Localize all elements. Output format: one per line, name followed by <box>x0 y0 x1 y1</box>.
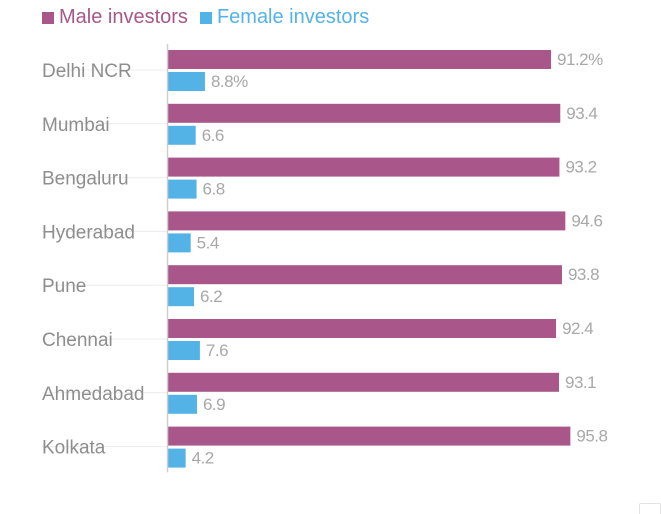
male-value-label-ahmedabad: 93.1 <box>565 373 596 392</box>
female-bar-hyderabad <box>168 233 191 253</box>
male-bar-delhi-ncr <box>168 50 552 69</box>
female-bar-bengaluru <box>168 179 197 199</box>
female-bar-kolkata <box>168 448 186 468</box>
legend-swatch-male <box>42 11 54 24</box>
chart-legend: Male investors Female investors <box>42 6 381 29</box>
male-value-label-hyderabad: 94.6 <box>571 211 602 230</box>
male-value-label-bengaluru: 93.2 <box>565 158 596 177</box>
male-bar-hyderabad <box>168 211 566 231</box>
female-value-label-delhi-ncr: 8.8% <box>211 72 248 91</box>
male-bar-bengaluru <box>168 157 560 177</box>
female-value-label-ahmedabad: 6.9 <box>203 395 225 414</box>
female-bar-mumbai <box>168 125 196 145</box>
legend-item-male: Male investors <box>42 6 188 29</box>
category-label-kolkata: Kolkata <box>42 438 106 459</box>
legend-item-female: Female investors <box>199 6 370 29</box>
female-value-label-mumbai: 6.6 <box>202 126 224 145</box>
male-value-label-delhi-ncr: 91.2% <box>557 50 603 69</box>
female-bar-delhi-ncr <box>168 72 205 91</box>
category-label-ahmedabad: Ahmedabad <box>42 384 144 405</box>
footer-corner-badge <box>639 503 661 514</box>
legend-label-male: Male investors <box>59 6 188 28</box>
category-label-bengaluru: Bengaluru <box>42 169 129 190</box>
male-value-label-kolkata: 95.8 <box>576 427 607 446</box>
male-bar-chennai <box>168 319 557 338</box>
category-label-chennai: Chennai <box>42 330 113 351</box>
category-label-mumbai: Mumbai <box>42 115 110 136</box>
male-bar-pune <box>168 265 562 285</box>
category-label-delhi-ncr: Delhi NCR <box>42 61 132 82</box>
female-bar-pune <box>168 287 195 307</box>
male-bar-ahmedabad <box>168 372 560 392</box>
legend-swatch-female <box>199 11 212 24</box>
female-value-label-chennai: 7.6 <box>206 341 228 360</box>
male-value-label-pune: 93.8 <box>568 265 599 284</box>
female-value-label-kolkata: 4.2 <box>192 449 214 468</box>
female-bar-ahmedabad <box>168 394 197 414</box>
category-label-hyderabad: Hyderabad <box>42 222 135 243</box>
male-bar-mumbai <box>168 103 561 123</box>
female-bar-chennai <box>168 341 200 360</box>
female-value-label-hyderabad: 5.4 <box>197 233 219 252</box>
female-value-label-pune: 6.2 <box>200 287 222 306</box>
male-bar-kolkata <box>168 426 571 446</box>
female-value-label-bengaluru: 6.8 <box>203 180 225 199</box>
category-label-pune: Pune <box>42 276 86 297</box>
male-value-label-chennai: 92.4 <box>562 319 593 338</box>
male-value-label-mumbai: 93.4 <box>566 104 597 123</box>
legend-label-female: Female investors <box>216 6 370 28</box>
